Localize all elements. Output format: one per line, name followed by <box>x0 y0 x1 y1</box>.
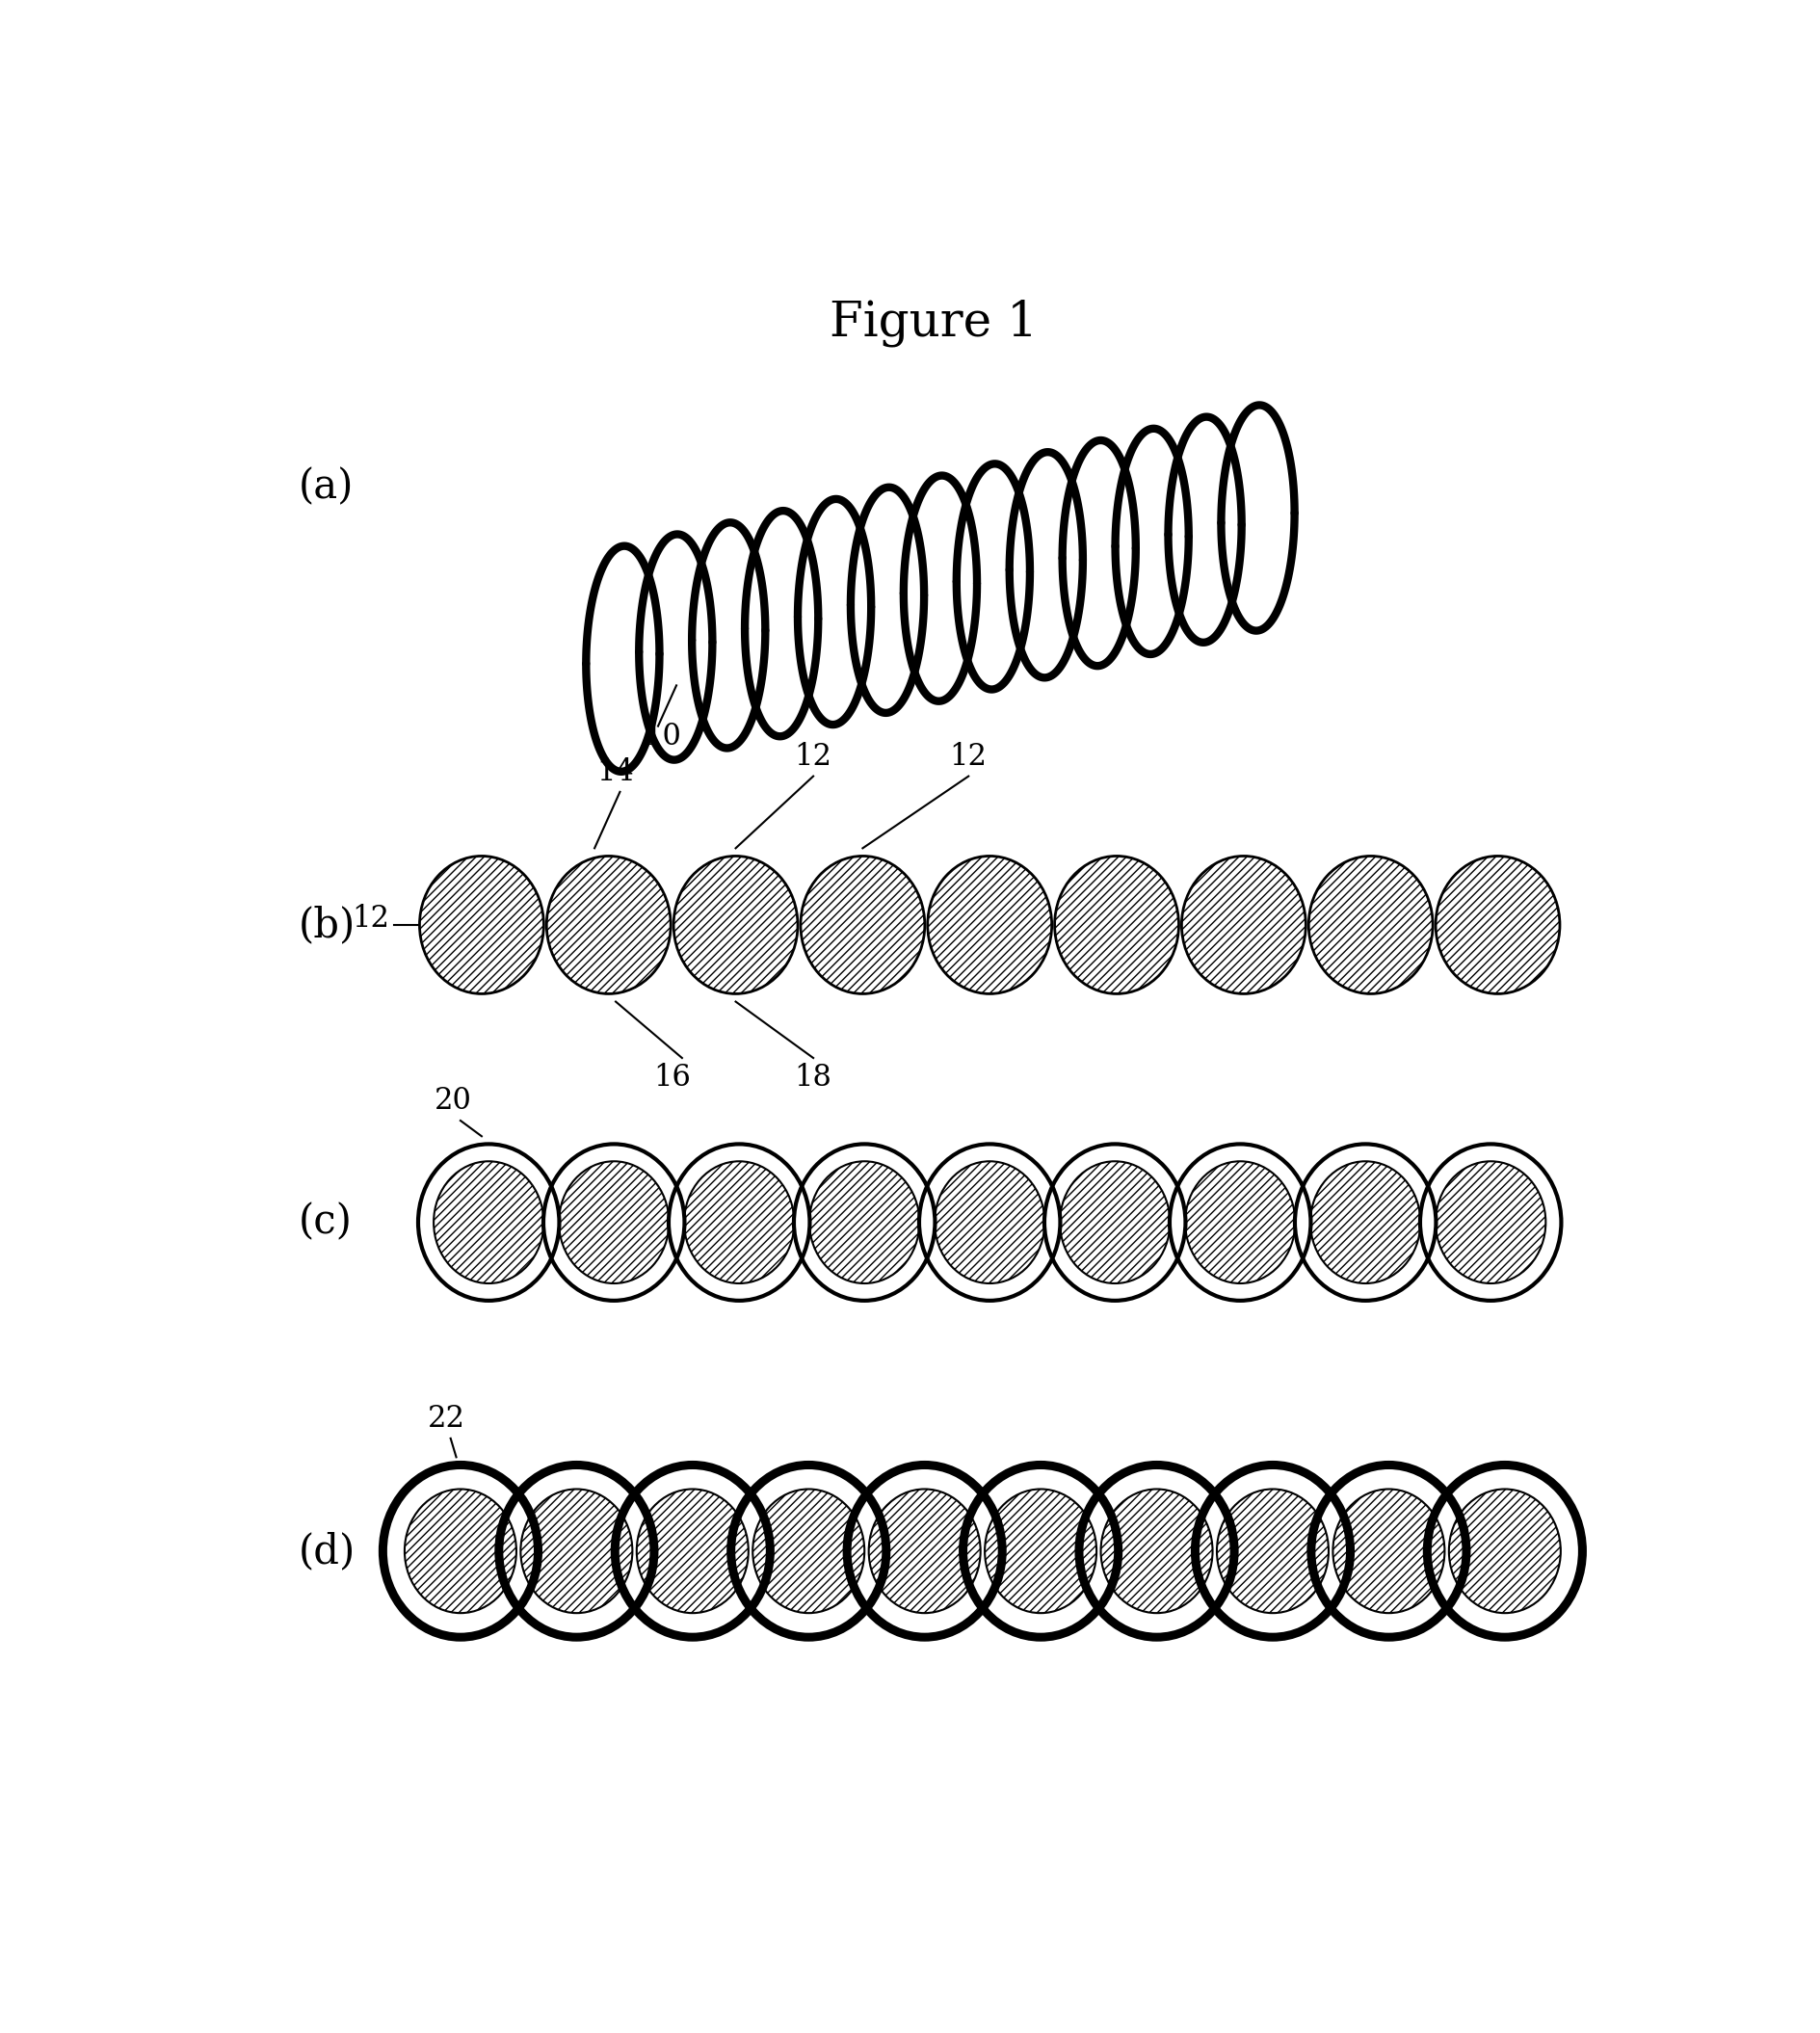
Ellipse shape <box>1216 1488 1329 1612</box>
Ellipse shape <box>419 856 544 994</box>
Ellipse shape <box>637 1488 748 1612</box>
Ellipse shape <box>1449 1488 1560 1612</box>
Ellipse shape <box>801 856 925 994</box>
Text: 22: 22 <box>428 1405 464 1433</box>
Ellipse shape <box>1310 1161 1420 1283</box>
Text: 14: 14 <box>597 756 633 787</box>
Text: (d): (d) <box>298 1531 355 1572</box>
Ellipse shape <box>521 1488 632 1612</box>
Text: 12: 12 <box>950 742 986 771</box>
Text: (c): (c) <box>298 1202 351 1242</box>
Ellipse shape <box>684 1161 794 1283</box>
Ellipse shape <box>868 1488 979 1612</box>
Ellipse shape <box>808 1161 919 1283</box>
Ellipse shape <box>1181 856 1305 994</box>
Text: (b): (b) <box>298 905 355 945</box>
Text: 12: 12 <box>351 905 389 933</box>
Ellipse shape <box>1434 1161 1545 1283</box>
Ellipse shape <box>1185 1161 1294 1283</box>
Text: (a): (a) <box>298 466 353 506</box>
Ellipse shape <box>546 856 670 994</box>
Text: Figure 1: Figure 1 <box>828 299 1037 346</box>
Ellipse shape <box>404 1488 517 1612</box>
Ellipse shape <box>673 856 797 994</box>
Text: 20: 20 <box>435 1086 471 1116</box>
Ellipse shape <box>1332 1488 1443 1612</box>
Ellipse shape <box>1434 856 1560 994</box>
Ellipse shape <box>1309 856 1432 994</box>
Text: 12: 12 <box>794 742 832 771</box>
Ellipse shape <box>1101 1488 1212 1612</box>
Ellipse shape <box>985 1488 1096 1612</box>
Ellipse shape <box>433 1161 544 1283</box>
Ellipse shape <box>559 1161 668 1283</box>
Text: 16: 16 <box>653 1063 690 1092</box>
Ellipse shape <box>926 856 1052 994</box>
Ellipse shape <box>752 1488 864 1612</box>
Ellipse shape <box>1054 856 1178 994</box>
Text: 18: 18 <box>794 1063 832 1092</box>
Ellipse shape <box>1059 1161 1170 1283</box>
Text: 10: 10 <box>644 722 681 752</box>
Ellipse shape <box>934 1161 1045 1283</box>
